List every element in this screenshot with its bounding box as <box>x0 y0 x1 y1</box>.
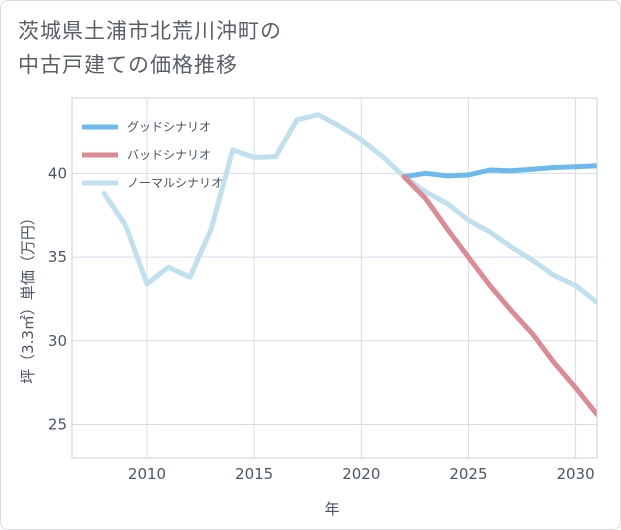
plot-border <box>71 97 598 459</box>
series-lines <box>101 112 597 417</box>
y-tick-labels: 25 30 35 40 <box>48 164 67 433</box>
x-tick-label: 2030 <box>556 465 594 483</box>
series-line-3 <box>101 112 597 305</box>
legend-label: ノーマルシナリオ <box>127 176 223 190</box>
chart-title: 茨城県土浦市北荒川沖町の 中古戸建ての価格推移 <box>18 14 282 82</box>
grid-lines <box>72 98 597 458</box>
y-tick-label: 30 <box>48 332 67 350</box>
y-tick-label: 35 <box>48 248 67 266</box>
y-tick-label: 40 <box>48 164 67 182</box>
chart-title-line-2: 中古戸建ての価格推移 <box>18 53 238 77</box>
x-tick-label: 2010 <box>128 465 166 483</box>
x-tick-label: 2025 <box>449 465 487 483</box>
plot-area-border <box>71 97 598 459</box>
chart-title-line-1: 茨城県土浦市北荒川沖町の <box>18 19 282 43</box>
legend-label: グッドシナリオ <box>127 120 211 134</box>
x-tick-labels: 2010 2015 2020 2025 2030 <box>128 465 595 483</box>
series-group <box>101 112 597 417</box>
x-axis-title: 年 <box>324 500 339 518</box>
y-axis-title: 坪（3.3㎡）単価（万円） <box>19 210 37 384</box>
y-tick-label: 25 <box>48 416 67 434</box>
series-line-2 <box>401 174 597 417</box>
legend-label: バッドシナリオ <box>127 148 211 162</box>
x-tick-label: 2020 <box>342 465 380 483</box>
x-tick-label: 2015 <box>235 465 273 483</box>
series-line-1 <box>401 163 597 180</box>
